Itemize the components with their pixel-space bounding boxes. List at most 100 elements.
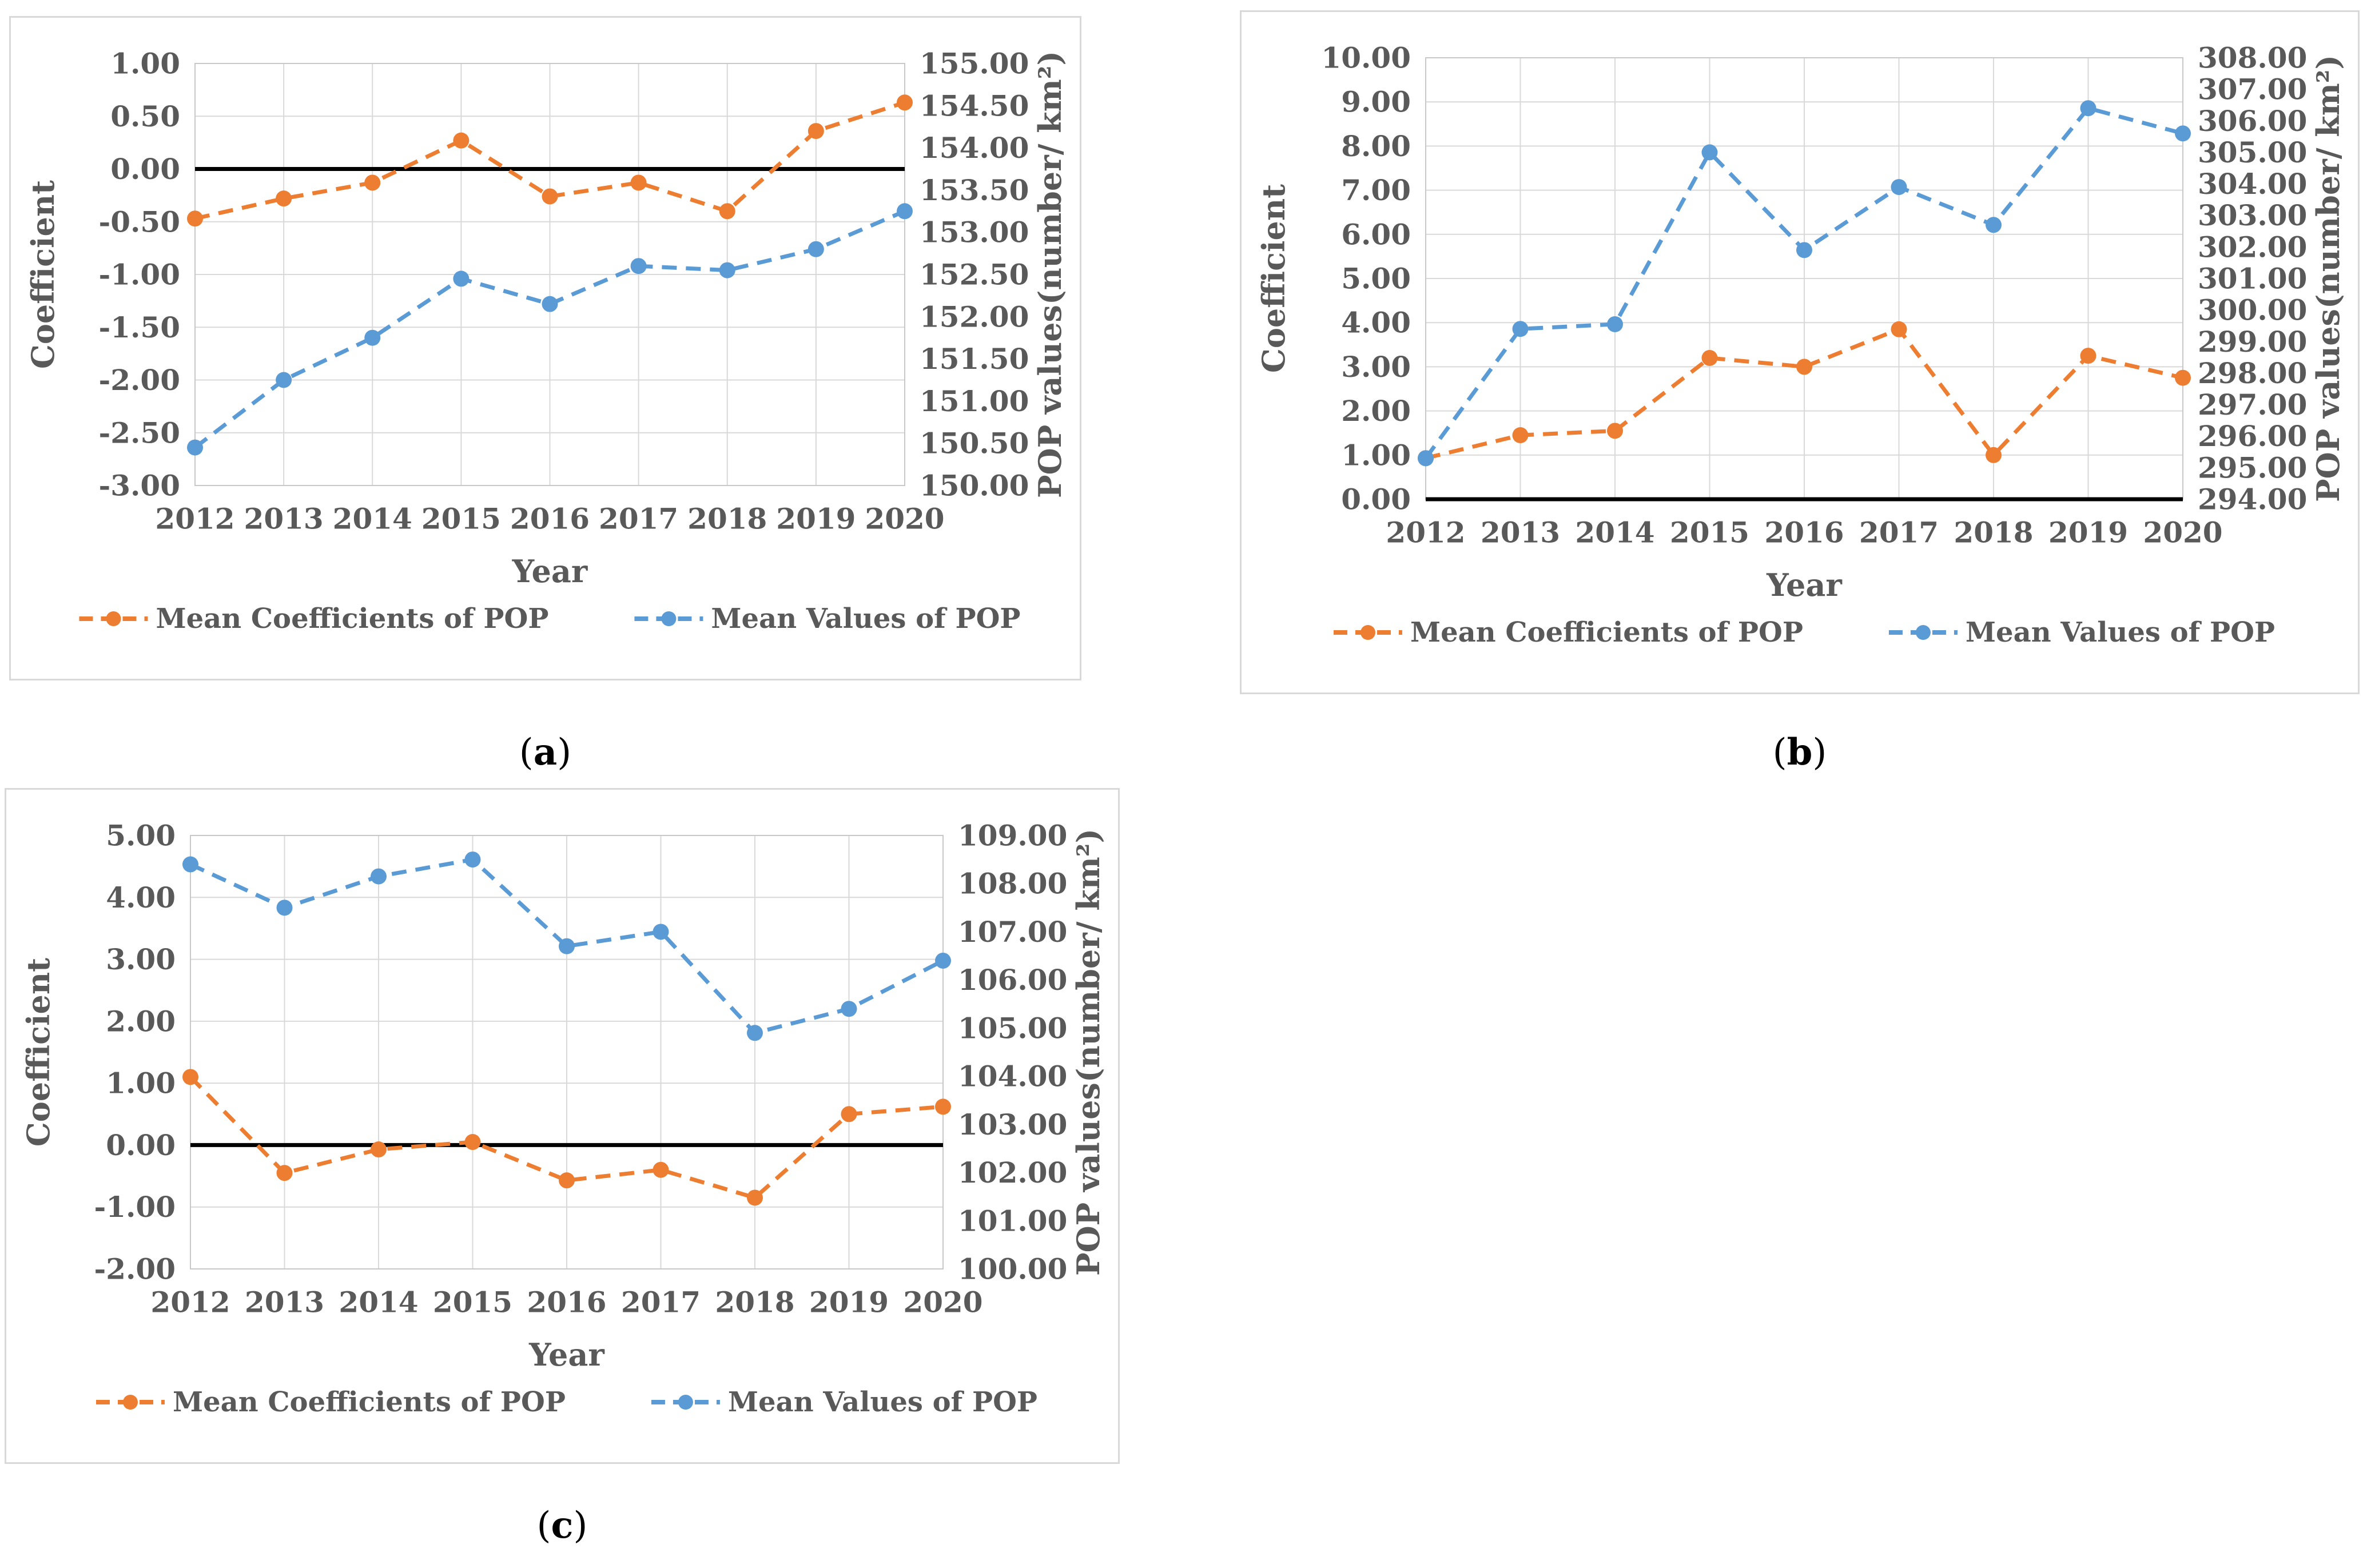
- chart-panel-c: -2.00 -1.00 0.00 1.00 2.00 3.00 4.00 5.00 100.00…: [5, 788, 1120, 1464]
- right-tick-label: 303.00: [2198, 198, 2307, 232]
- x-tick-label: 2012: [1386, 516, 1465, 550]
- data-point: [187, 439, 203, 456]
- right-tick-label: 108.00: [958, 867, 1067, 901]
- data-point: [1701, 144, 1718, 161]
- right-tick-label: 102.00: [958, 1156, 1067, 1189]
- left-tick-label: 1.00: [1341, 438, 1411, 472]
- x-tick-label: 2015: [421, 502, 501, 536]
- legend-label: Mean Values of POP: [728, 1386, 1037, 1418]
- data-point: [1607, 316, 1623, 332]
- chart-b: 0.00 1.00 2.00 3.00 4.00 5.00 6.00 7.00 8.00 9.00…: [1255, 41, 2346, 649]
- data-point: [807, 123, 824, 140]
- data-point: [841, 1001, 857, 1017]
- data-point: [364, 174, 381, 191]
- left-tick-label: 0.00: [110, 152, 180, 186]
- x-tick-label: 2017: [621, 1286, 701, 1319]
- right-tick-label: 304.00: [2198, 167, 2307, 201]
- left-tick-label: 5.00: [106, 819, 176, 853]
- chart-c: -2.00 -1.00 0.00 1.00 2.00 3.00 4.00 5.00 100.00…: [20, 819, 1107, 1419]
- series-line-mean-coefficients-of-pop: [1425, 327, 2183, 460]
- data-point: [276, 900, 293, 916]
- gridlines: [1425, 57, 2183, 500]
- left-axis-ticks: -3.00 -2.50 -2.00 -1.50 -1.00 -0.50 0.00 0.50 1.…: [98, 47, 180, 503]
- x-tick-label: 2012: [150, 1286, 230, 1319]
- left-axis-title: Coefficient: [1255, 184, 1292, 373]
- gridlines: [194, 63, 905, 486]
- data-point: [1891, 179, 1907, 196]
- x-tick-label: 2019: [776, 502, 856, 536]
- data-point: [276, 190, 292, 207]
- data-point: [719, 262, 735, 278]
- x-tick-label: 2013: [244, 502, 324, 536]
- x-tick-label: 2012: [155, 502, 234, 536]
- data-point: [371, 868, 387, 885]
- data-point: [1512, 321, 1529, 337]
- data-point: [559, 1172, 575, 1189]
- right-tick-label: 105.00: [958, 1011, 1067, 1045]
- data-point: [453, 132, 470, 149]
- caption-c-letter: c: [551, 1504, 574, 1547]
- data-point: [747, 1025, 763, 1041]
- right-tick-label: 299.00: [2198, 325, 2307, 359]
- x-tick-label: 2016: [510, 502, 590, 536]
- series-mean-values-of-pop: [1418, 100, 2191, 467]
- data-point: [464, 851, 481, 868]
- x-tick-label: 2017: [599, 502, 678, 536]
- data-point: [1701, 349, 1718, 366]
- data-point: [187, 210, 203, 227]
- caption-b-letter: b: [1787, 731, 1813, 774]
- series-line-mean-values-of-pop: [189, 857, 944, 1036]
- data-point: [371, 1141, 387, 1158]
- series-mean-values-of-pop: [187, 203, 913, 456]
- series-mean-coefficients-of-pop: [182, 1069, 951, 1206]
- x-tick-label: 2018: [715, 1286, 794, 1319]
- legend-marker-dot: [678, 1395, 693, 1410]
- right-tick-label: 307.00: [2198, 73, 2307, 106]
- data-point: [1796, 359, 1812, 375]
- caption-a-letter: a: [533, 731, 558, 774]
- x-tick-label: 2020: [2143, 516, 2222, 550]
- caption-a: (a): [9, 731, 1081, 774]
- right-tick-label: 151.00: [920, 384, 1029, 418]
- right-axis-title: POP values(number/ km²): [1032, 51, 1068, 498]
- right-tick-label: 296.00: [2198, 419, 2307, 453]
- left-axis-title: Coefficient: [25, 180, 61, 369]
- left-tick-label: 4.00: [1341, 306, 1411, 340]
- right-tick-label: 150.50: [920, 427, 1029, 460]
- data-point: [276, 1165, 293, 1181]
- x-tick-label: 2013: [245, 1286, 324, 1319]
- caption-c-close-paren: ): [573, 1505, 588, 1547]
- x-axis-title: Year: [528, 1336, 604, 1373]
- left-tick-label: 7.00: [1341, 173, 1411, 207]
- chart-panel-a: -3.00 -2.50 -2.00 -1.50 -1.00 -0.50 0.00 0.50 1.…: [9, 16, 1081, 680]
- right-axis-title: POP values(number/ km²): [2310, 55, 2346, 502]
- right-tick-label: 109.00: [958, 819, 1067, 853]
- left-tick-label: -0.50: [98, 205, 180, 238]
- chart-panel-b: 0.00 1.00 2.00 3.00 4.00 5.00 6.00 7.00 8.00 9.00…: [1240, 10, 2360, 694]
- right-tick-label: 107.00: [958, 915, 1067, 949]
- right-tick-label: 150.00: [920, 469, 1029, 503]
- data-point: [630, 174, 647, 191]
- legend-marker-dot: [1915, 625, 1931, 640]
- caption-a-open-paren: (: [519, 731, 534, 774]
- caption-a-close-paren: ): [557, 731, 572, 774]
- data-point: [182, 1069, 198, 1085]
- left-tick-label: -2.00: [98, 363, 180, 397]
- left-tick-label: 8.00: [1341, 129, 1411, 163]
- data-point: [897, 94, 913, 111]
- x-axis-ticks: 2012 2013 2014 2015 2016 2017 2018 2019 2020: [150, 1286, 982, 1319]
- left-tick-label: 5.00: [1341, 262, 1411, 296]
- data-point: [2080, 100, 2097, 117]
- legend-label: Mean Coefficients of POP: [156, 603, 548, 635]
- legend: Mean Coefficients of POP Mean Values of P…: [79, 603, 1021, 635]
- x-tick-label: 2020: [865, 502, 944, 536]
- right-tick-label: 153.00: [920, 216, 1029, 249]
- plot-area-border: [190, 835, 944, 1269]
- data-point: [276, 372, 292, 388]
- caption-b-close-paren: ): [1812, 731, 1827, 774]
- left-tick-label: 2.00: [106, 1004, 176, 1038]
- legend-marker-dot: [1360, 625, 1375, 640]
- left-tick-label: 1.00: [106, 1066, 176, 1100]
- legend-item-mean-coefficients-of-pop: Mean Coefficients of POP: [1333, 616, 1803, 648]
